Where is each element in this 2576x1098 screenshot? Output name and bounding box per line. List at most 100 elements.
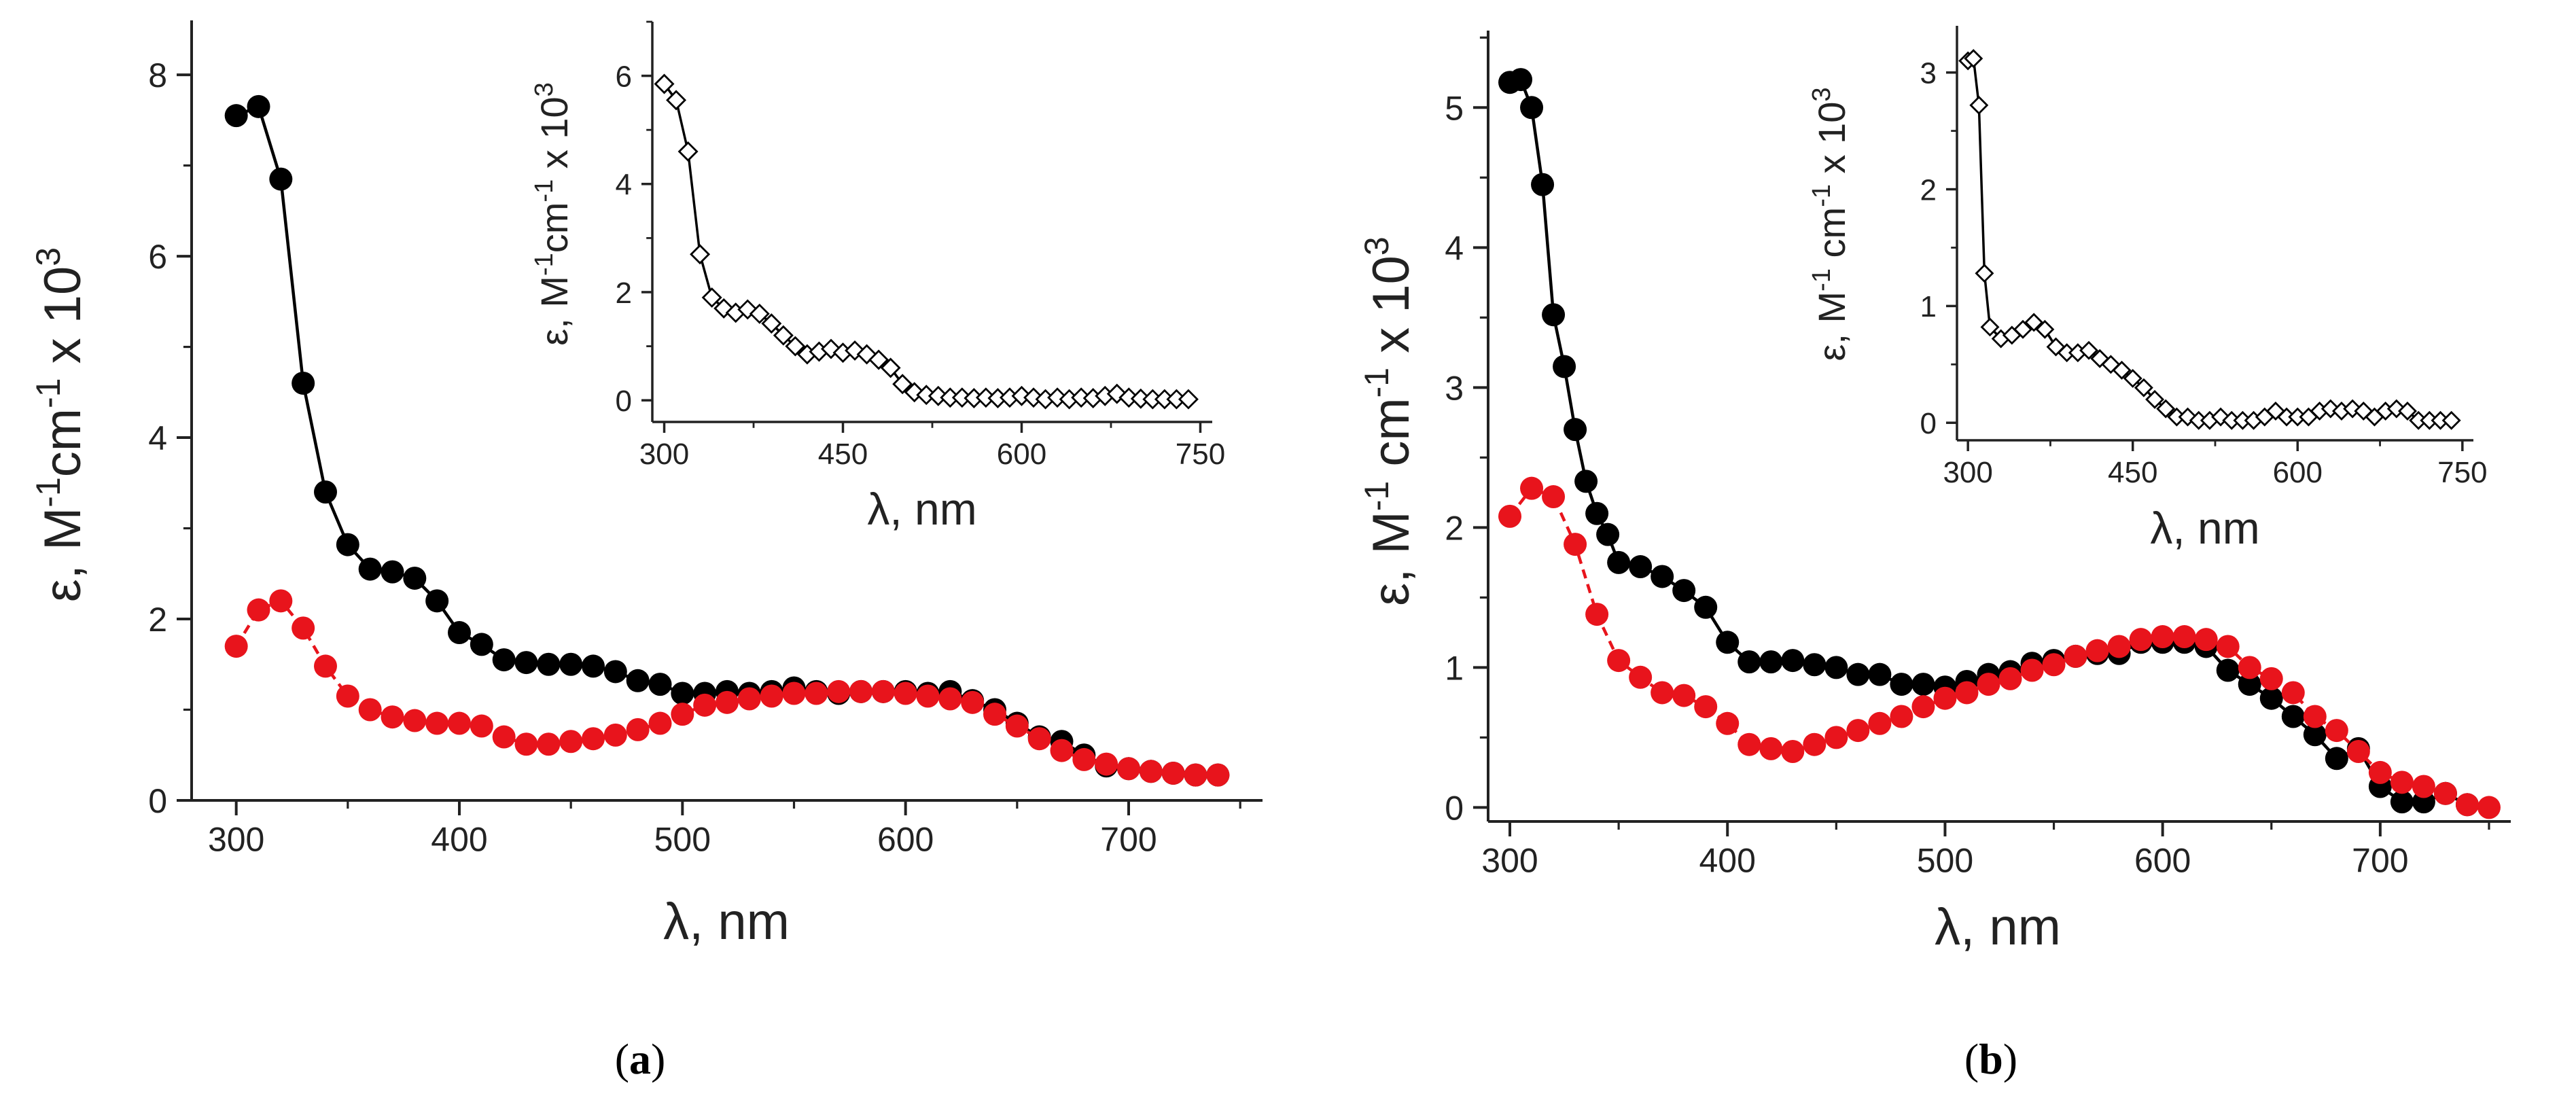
a-main-x-tick-label: 300 xyxy=(208,821,264,859)
a-inset-open-diamond-point xyxy=(880,357,901,378)
a-inset-open-diamond-point xyxy=(868,349,889,370)
a-inset-open-diamond-point xyxy=(1047,387,1068,408)
b-inset-open-diamond-point xyxy=(2013,319,2033,339)
b-inset-open-diamond-point xyxy=(2145,389,2165,409)
a-main-black-point xyxy=(403,566,427,590)
a-main-red-point xyxy=(603,723,627,747)
a-main-red-point xyxy=(537,732,561,756)
a-inset-x-tick-label: 300 xyxy=(639,438,689,471)
a-main-red-point xyxy=(871,679,895,703)
a-inset-open-diamond-point xyxy=(690,244,711,265)
b-main-black-point xyxy=(1672,579,1696,603)
b-inset-y-tick-label: 1 xyxy=(1920,290,1937,323)
a-main-red-point xyxy=(1027,727,1051,751)
a-inset-open-diamond-point xyxy=(785,336,806,357)
a-main-black-point xyxy=(269,167,293,191)
b-main-red-point xyxy=(1672,684,1696,707)
b-main-red-point xyxy=(1629,665,1653,689)
a-inset-y-tick-label: 2 xyxy=(616,277,632,310)
b-main-red-point xyxy=(1890,705,1913,728)
b-main-y-tick-label: 0 xyxy=(1445,789,1464,827)
a-inset-open-diamond-point xyxy=(677,141,699,162)
a-main-red-point xyxy=(849,679,872,703)
a-main-red-point xyxy=(492,725,516,749)
b-main-y-tick-label: 5 xyxy=(1445,89,1464,127)
b-main-x-tick-label: 700 xyxy=(2352,842,2408,880)
a-main-red-point xyxy=(425,711,449,735)
a-main-red-point xyxy=(693,693,717,717)
b-main-red-point xyxy=(1542,485,1566,509)
b-main-black-point xyxy=(1553,355,1576,378)
a-main-red-point xyxy=(247,598,270,622)
b-main-red-point xyxy=(2238,656,2261,679)
b-main-red-point xyxy=(2151,625,2174,649)
a-inset-open-diamond-point xyxy=(892,374,913,395)
panel-a-inset-y-axis-title: ε, M-1cm-1 x 103 xyxy=(530,82,576,346)
a-main-black-point xyxy=(671,681,694,705)
a-main-red-point xyxy=(760,684,783,708)
b-main-red-point xyxy=(1781,739,1805,763)
b-main-black-point xyxy=(1564,418,1587,442)
a-main-red-point xyxy=(983,703,1006,726)
panel-a-inset-chart: 300 450 600 750 0 2 4 6 λ, nm ε, M-1cm-1 x 103 xyxy=(530,20,1225,534)
b-main-red-point xyxy=(2020,658,2044,682)
b-main-black-point xyxy=(1911,673,1935,696)
b-main-red-point xyxy=(2042,653,2066,677)
b-main-red-point xyxy=(2346,739,2370,763)
a-main-x-tick-label: 700 xyxy=(1100,821,1157,859)
a-main-black-point xyxy=(514,651,538,675)
b-main-x-tick-label: 400 xyxy=(1699,842,1756,880)
b-main-red-point xyxy=(2281,681,2305,705)
b-main-red-point xyxy=(1998,667,2022,690)
b-inset-open-diamond-point xyxy=(2156,399,2176,419)
b-inset-open-diamond-point xyxy=(2441,410,2461,430)
b-main-red-point xyxy=(1585,603,1609,626)
b-main-black-point xyxy=(1542,303,1566,327)
b-main-black-point xyxy=(1585,501,1609,525)
b-inset-x-tick-label: 300 xyxy=(1943,456,1992,489)
a-main-black-point xyxy=(559,652,583,676)
panel-b-inset-chart: 300 450 600 750 0 1 2 3 λ, nm ε, M-1 cm-1 x 103 xyxy=(1807,26,2488,553)
panel-b-x-axis-title: λ, nm xyxy=(1935,898,2061,956)
b-main-red-point xyxy=(1759,737,1783,760)
a-main-red-point xyxy=(514,732,538,756)
a-inset-open-diamond-series-line xyxy=(663,83,1188,401)
a-main-black-point xyxy=(358,557,382,581)
a-main-red-point xyxy=(292,616,315,640)
a-main-black-point xyxy=(582,654,605,678)
a-main-red-point xyxy=(648,711,672,735)
b-inset-y-tick-label: 0 xyxy=(1920,407,1937,440)
b-main-red-point xyxy=(2085,639,2109,662)
a-inset-y-tick-label: 0 xyxy=(616,385,632,418)
a-inset-open-diamond-point xyxy=(1178,389,1199,410)
b-inset-open-diamond-point xyxy=(1969,95,1989,115)
b-main-black-point xyxy=(1803,653,1827,677)
a-main-red-point xyxy=(805,681,828,705)
b-inset-x-tick-label: 600 xyxy=(2273,456,2323,489)
b-inset-open-diamond-point xyxy=(2035,319,2055,339)
a-main-red-point xyxy=(448,711,471,735)
a-main-red-point xyxy=(938,687,962,711)
a-main-red-point xyxy=(782,681,806,705)
b-inset-y-tick-label: 2 xyxy=(1920,173,1937,207)
b-main-x-tick-label: 600 xyxy=(2134,842,2191,880)
b-main-black-point xyxy=(1846,662,1870,686)
b-inset-open-diamond-point xyxy=(2079,340,2099,360)
b-main-black-point xyxy=(1596,523,1620,546)
b-main-y-tick-label: 2 xyxy=(1445,509,1464,547)
a-inset-x-tick-label: 600 xyxy=(997,438,1046,471)
a-main-red-point xyxy=(671,703,694,726)
b-main-black-point xyxy=(1607,550,1631,574)
b-main-red-point xyxy=(1955,681,1979,705)
a-main-black-point xyxy=(425,589,449,613)
b-inset-open-diamond-point xyxy=(2123,368,2142,388)
b-inset-y-tick-label: 3 xyxy=(1920,57,1937,90)
a-main-red-point xyxy=(1184,763,1207,787)
a-main-red-point xyxy=(1050,739,1074,762)
b-inset-x-tick-label: 750 xyxy=(2437,456,2487,489)
b-main-black-point xyxy=(1824,656,1848,679)
b-main-black-point xyxy=(1759,650,1783,674)
a-main-y-tick-label: 6 xyxy=(148,238,167,276)
b-main-y-tick-label: 1 xyxy=(1445,649,1464,687)
a-main-red-point xyxy=(381,705,404,729)
